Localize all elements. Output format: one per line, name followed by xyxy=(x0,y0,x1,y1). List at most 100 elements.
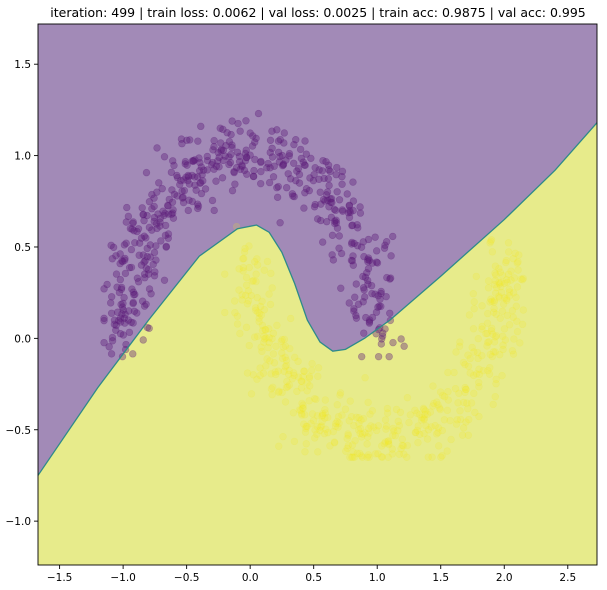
data-point-class-1 xyxy=(281,398,290,406)
data-point-class-1 xyxy=(245,341,253,350)
data-point-class-0 xyxy=(274,148,283,156)
data-point-class-1 xyxy=(253,332,262,341)
data-point-class-1 xyxy=(478,325,486,333)
data-point-class-0 xyxy=(360,252,368,261)
data-point-class-1 xyxy=(332,419,340,428)
data-point-class-1 xyxy=(239,263,248,272)
data-point-class-1 xyxy=(466,369,474,377)
data-point-class-1 xyxy=(301,411,309,419)
data-point-class-1 xyxy=(504,239,513,247)
data-point-class-1 xyxy=(495,294,504,302)
data-point-class-0 xyxy=(169,209,177,217)
data-point-class-0 xyxy=(119,331,128,339)
data-point-class-1 xyxy=(271,370,280,379)
data-point-class-0 xyxy=(351,293,359,301)
data-point-class-1 xyxy=(429,382,437,390)
data-point-class-1 xyxy=(456,338,464,346)
data-point-class-1 xyxy=(290,437,299,446)
data-point-class-1 xyxy=(508,306,517,315)
data-point-class-1 xyxy=(371,450,380,458)
data-point-class-0 xyxy=(374,325,383,334)
data-point-class-1 xyxy=(411,406,419,414)
data-point-class-0 xyxy=(353,221,361,229)
data-point-class-1 xyxy=(255,317,263,326)
data-point-class-0 xyxy=(117,285,126,293)
data-point-class-0 xyxy=(382,292,390,301)
data-point-class-0 xyxy=(169,214,178,222)
data-point-class-1 xyxy=(384,439,393,447)
data-point-class-1 xyxy=(311,426,319,434)
data-point-class-0 xyxy=(228,117,236,125)
x-tick-label: 1.5 xyxy=(432,572,449,584)
data-point-class-0 xyxy=(290,192,298,201)
data-point-class-0 xyxy=(323,217,331,226)
data-point-class-0 xyxy=(338,206,347,214)
data-point-class-0 xyxy=(285,152,293,160)
data-point-class-1 xyxy=(278,354,287,363)
data-point-class-0 xyxy=(321,197,329,205)
data-point-class-1 xyxy=(265,290,273,298)
data-point-class-0 xyxy=(150,272,159,280)
data-point-class-0 xyxy=(360,286,368,294)
data-point-class-1 xyxy=(308,410,317,418)
data-point-class-0 xyxy=(326,167,334,176)
data-point-class-1 xyxy=(492,271,500,279)
data-point-class-0 xyxy=(168,186,176,194)
data-point-class-0 xyxy=(285,149,294,158)
data-point-class-0 xyxy=(257,158,265,167)
data-point-class-0 xyxy=(108,255,117,263)
data-point-class-0 xyxy=(290,159,298,167)
data-point-class-1 xyxy=(365,453,373,461)
data-point-class-1 xyxy=(418,413,426,422)
data-point-class-1 xyxy=(392,405,401,414)
data-point-class-0 xyxy=(318,167,326,175)
data-point-class-0 xyxy=(112,321,120,330)
data-point-class-1 xyxy=(280,367,288,376)
data-point-class-1 xyxy=(307,419,315,428)
data-point-class-1 xyxy=(262,362,270,370)
data-point-class-0 xyxy=(248,142,257,150)
data-point-class-0 xyxy=(137,261,146,269)
data-point-class-1 xyxy=(498,332,507,340)
data-point-class-1 xyxy=(357,452,366,460)
data-point-class-0 xyxy=(348,238,356,247)
data-point-class-1 xyxy=(505,292,514,300)
decision-regions xyxy=(38,24,597,565)
data-point-class-0 xyxy=(113,308,122,316)
data-point-class-1 xyxy=(364,451,373,459)
x-tick-label: 2.0 xyxy=(496,572,513,584)
data-point-class-0 xyxy=(329,256,338,264)
data-point-class-1 xyxy=(235,286,243,294)
data-point-class-1 xyxy=(495,280,504,288)
data-point-class-0 xyxy=(246,151,254,159)
data-point-class-1 xyxy=(274,388,283,397)
data-point-class-1 xyxy=(268,284,276,292)
data-point-class-0 xyxy=(116,250,124,258)
data-point-class-0 xyxy=(374,303,382,311)
data-point-class-0 xyxy=(196,179,204,187)
data-point-class-0 xyxy=(359,238,367,246)
data-point-class-0 xyxy=(118,310,126,318)
data-point-class-0 xyxy=(120,241,129,249)
data-point-class-0 xyxy=(156,222,164,230)
data-point-class-1 xyxy=(269,350,278,358)
data-point-class-0 xyxy=(381,325,389,333)
data-point-class-1 xyxy=(497,288,506,297)
data-point-class-0 xyxy=(278,161,287,170)
data-point-class-1 xyxy=(453,416,461,424)
data-point-class-0 xyxy=(373,259,382,267)
data-point-class-0 xyxy=(103,280,111,289)
data-point-class-0 xyxy=(273,193,282,202)
data-point-class-1 xyxy=(346,453,354,461)
data-point-class-0 xyxy=(173,171,181,180)
data-point-class-1 xyxy=(221,308,229,317)
data-point-class-1 xyxy=(257,343,265,351)
data-point-class-1 xyxy=(301,448,309,456)
data-point-class-1 xyxy=(394,417,402,426)
data-point-class-1 xyxy=(253,261,262,269)
data-point-class-0 xyxy=(129,350,137,358)
data-point-class-1 xyxy=(519,306,528,314)
data-point-class-0 xyxy=(233,148,242,157)
data-point-class-1 xyxy=(403,393,412,402)
data-point-class-0 xyxy=(157,237,165,245)
